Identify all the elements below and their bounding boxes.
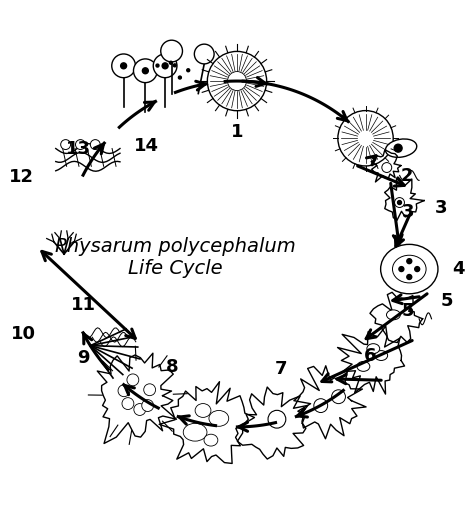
Circle shape [394,198,404,207]
Circle shape [187,69,190,72]
Text: 12: 12 [9,168,34,186]
Circle shape [228,72,246,90]
Circle shape [178,76,182,79]
Text: 5: 5 [401,302,414,320]
Text: 4: 4 [453,260,465,278]
Circle shape [169,61,173,64]
Circle shape [415,267,419,272]
Circle shape [134,59,157,83]
Ellipse shape [357,362,370,371]
Polygon shape [371,150,401,182]
Polygon shape [97,353,176,443]
Circle shape [127,374,139,386]
Circle shape [207,51,267,111]
Circle shape [394,144,402,152]
Circle shape [162,63,168,69]
Ellipse shape [381,244,438,294]
Circle shape [407,274,412,279]
Ellipse shape [375,351,388,361]
Ellipse shape [195,403,211,418]
Polygon shape [294,366,366,439]
Ellipse shape [204,434,218,446]
Text: 2: 2 [401,167,413,185]
Polygon shape [337,326,405,394]
Circle shape [398,201,401,205]
Circle shape [194,44,214,64]
Text: 14: 14 [135,137,159,155]
Circle shape [332,390,346,404]
Circle shape [156,64,159,67]
Circle shape [112,54,136,78]
Circle shape [382,163,392,173]
Text: 3: 3 [435,200,447,217]
Circle shape [338,111,393,166]
Polygon shape [237,387,308,459]
Text: 8: 8 [166,358,179,376]
Text: 13: 13 [65,140,91,158]
Circle shape [399,267,404,272]
Circle shape [268,410,286,428]
Circle shape [153,54,177,78]
Text: 10: 10 [10,325,36,343]
Polygon shape [159,382,255,463]
Circle shape [75,140,85,149]
Ellipse shape [183,423,207,441]
Circle shape [314,399,328,412]
Ellipse shape [392,255,426,283]
Text: 11: 11 [71,296,96,314]
Circle shape [61,140,71,149]
Circle shape [122,398,134,409]
Ellipse shape [209,410,229,426]
Circle shape [407,259,412,264]
Circle shape [161,40,182,62]
Polygon shape [384,179,424,220]
Text: 1: 1 [231,123,243,141]
Circle shape [121,63,127,69]
Ellipse shape [385,139,417,157]
Polygon shape [370,292,423,342]
Text: 7: 7 [274,360,287,378]
Text: Physarum polycephalum
Life Cycle: Physarum polycephalum Life Cycle [55,237,296,278]
Circle shape [142,68,148,74]
Circle shape [91,140,100,149]
Text: 5: 5 [440,292,453,310]
Circle shape [144,384,155,396]
Circle shape [118,385,130,397]
Ellipse shape [386,310,401,320]
Circle shape [142,400,154,411]
Ellipse shape [367,344,380,354]
Text: 3: 3 [402,203,415,221]
Text: 9: 9 [77,349,90,367]
Circle shape [134,403,146,416]
Circle shape [173,64,176,67]
Text: 6: 6 [364,347,376,365]
